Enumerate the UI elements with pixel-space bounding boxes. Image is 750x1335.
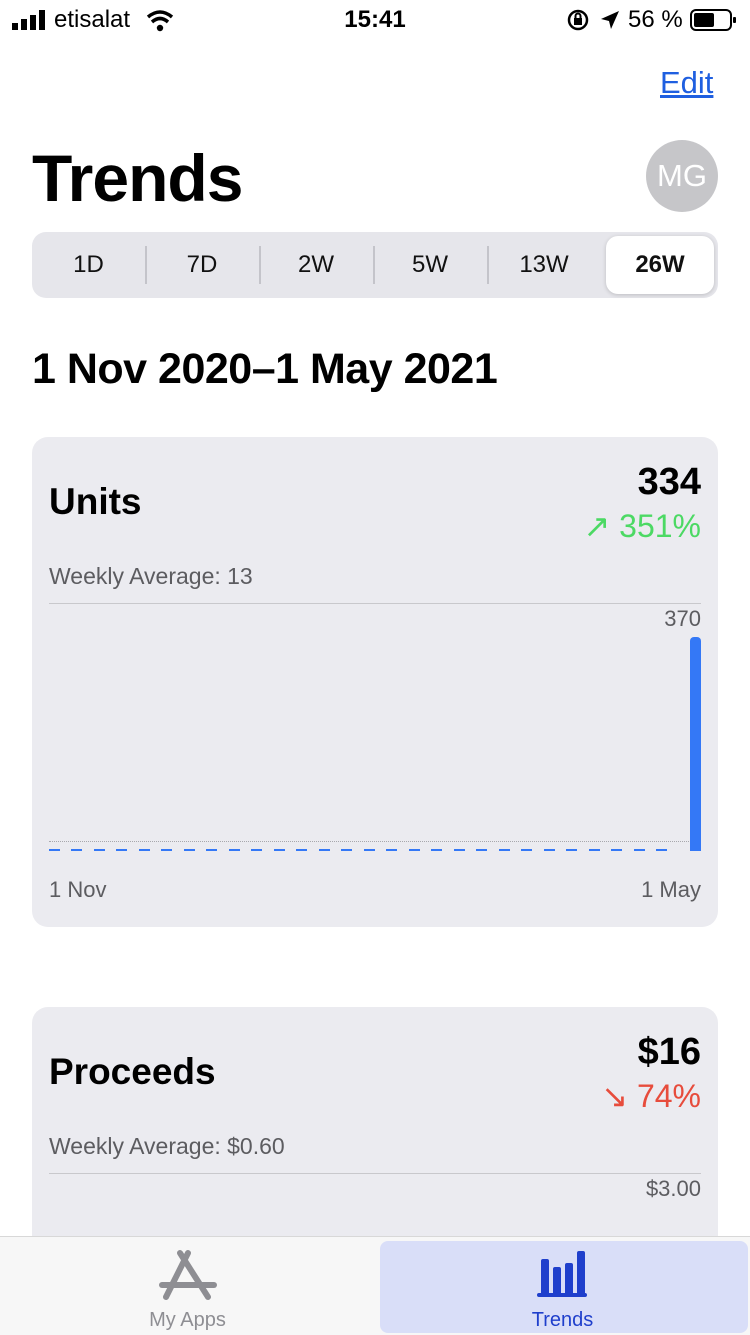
segment-divider — [373, 246, 375, 284]
chart-average-line — [49, 841, 701, 842]
segment-13w[interactable]: 13W — [519, 251, 569, 278]
units-bar — [498, 849, 510, 851]
tab-my-apps-label: My Apps — [149, 1309, 226, 1331]
rotation-lock-icon — [567, 9, 589, 31]
units-bar — [161, 849, 173, 851]
units-bar — [656, 849, 668, 851]
units-bar — [93, 849, 105, 851]
segment-26w[interactable]: 26W — [635, 251, 685, 278]
segment-divider — [487, 246, 489, 284]
units-weekly-average: Weekly Average: 13 — [49, 563, 253, 589]
wifi-icon — [146, 10, 174, 32]
units-bar — [273, 849, 285, 851]
cellular-signal-icon — [12, 10, 45, 30]
location-arrow-icon — [601, 11, 619, 29]
units-bar — [633, 849, 645, 851]
app-store-icon — [159, 1250, 217, 1300]
units-bar — [206, 849, 218, 851]
units-bar — [408, 849, 420, 851]
segment-1d[interactable]: 1D — [73, 251, 104, 278]
units-bar — [363, 849, 375, 851]
page-title: Trends — [32, 141, 243, 215]
units-bar — [453, 849, 465, 851]
tab-trends[interactable]: Trends — [375, 1237, 750, 1335]
tab-bar: My Apps Trends — [0, 1236, 750, 1335]
date-range: 1 Nov 2020–1 May 2021 — [32, 345, 498, 393]
units-bar — [116, 849, 128, 851]
segment-selected-indicator — [606, 236, 714, 294]
units-bar — [566, 849, 578, 851]
units-x-start-label: 1 Nov — [49, 877, 107, 902]
units-bar-chart — [49, 637, 701, 851]
segment-5w[interactable]: 5W — [412, 251, 448, 278]
period-segmented-control: 1D 7D 2W 5W 13W 26W — [32, 232, 718, 298]
units-bar — [71, 849, 83, 851]
carrier-name: etisalat — [54, 6, 131, 33]
units-value: 334 — [637, 461, 701, 503]
units-bar — [341, 849, 353, 851]
segment-divider — [145, 246, 147, 284]
units-bar — [690, 637, 701, 851]
segment-7d[interactable]: 7D — [186, 251, 218, 278]
edit-button[interactable]: Edit — [660, 65, 714, 100]
tab-active-highlight — [380, 1241, 748, 1333]
units-bar — [296, 849, 308, 851]
units-bar — [318, 849, 330, 851]
units-bar — [611, 849, 623, 851]
avatar[interactable]: MG — [646, 140, 718, 212]
status-time: 15:41 — [344, 6, 406, 33]
proceeds-title: Proceeds — [49, 1051, 216, 1092]
units-bar — [138, 849, 150, 851]
segment-2w[interactable]: 2W — [298, 251, 334, 278]
segment-divider — [259, 246, 261, 284]
units-bar — [386, 849, 398, 851]
units-bar — [476, 849, 488, 851]
units-x-end-label: 1 May — [641, 877, 701, 902]
units-bar — [251, 849, 263, 851]
tab-my-apps[interactable]: My Apps — [0, 1237, 375, 1335]
trends-chart-icon — [537, 1251, 587, 1297]
units-bar — [431, 849, 443, 851]
units-bar — [228, 849, 240, 851]
tab-trends-label: Trends — [531, 1309, 594, 1331]
chart-top-gridline — [49, 603, 701, 604]
units-bar — [543, 849, 555, 851]
chart-top-gridline — [49, 1173, 701, 1174]
units-bar — [49, 849, 60, 851]
battery-percent: 56 % — [628, 6, 683, 33]
proceeds-y-max-label: $3.00 — [645, 1176, 701, 1201]
proceeds-card[interactable]: Proceeds $16 ↘ 74% Weekly Average: $0.60… — [32, 1007, 718, 1267]
units-card[interactable]: Units 334 ↗ 351% Weekly Average: 13 370 … — [32, 437, 718, 927]
proceeds-change: ↘ 74% — [601, 1078, 701, 1114]
units-y-max-label: 370 — [664, 606, 701, 631]
proceeds-value: $16 — [637, 1031, 701, 1073]
status-bar: etisalat 15:41 56 % — [0, 0, 750, 44]
proceeds-weekly-average: Weekly Average: $0.60 — [49, 1133, 285, 1159]
units-bar — [588, 849, 600, 851]
units-bar — [183, 849, 195, 851]
units-title: Units — [49, 481, 142, 522]
units-bar — [521, 849, 533, 851]
units-change: ↗ 351% — [583, 508, 701, 544]
battery-icon — [690, 9, 736, 31]
